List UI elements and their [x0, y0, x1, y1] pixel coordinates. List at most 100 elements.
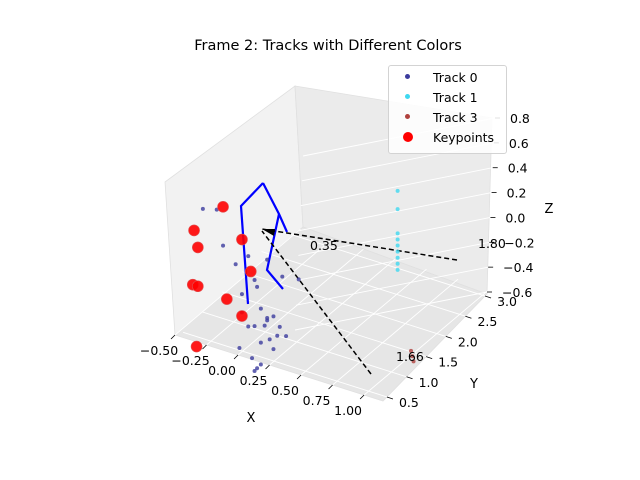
y-tick-label: 1.0	[419, 375, 439, 390]
grid-line-z	[300, 167, 493, 207]
x-tick-mark	[202, 344, 207, 350]
chart-title: Frame 2: Tracks with Different Colors	[194, 38, 462, 54]
legend-marker-keypoints	[403, 132, 413, 142]
track-point	[284, 334, 289, 339]
grid-line-x	[332, 278, 459, 386]
grid-line-x	[363, 288, 490, 396]
data-points	[186, 188, 416, 374]
legend-marker-track0	[405, 74, 410, 79]
keypoint-marker	[217, 201, 229, 213]
track-point	[410, 354, 415, 359]
keypoint-marker	[188, 224, 200, 237]
track-point	[265, 318, 270, 323]
y-tick-label: 0.5	[399, 395, 419, 410]
y-tick-mark	[426, 356, 433, 359]
annotation-track1: 1.80	[478, 236, 506, 251]
x-tick-mark	[233, 354, 239, 360]
grid-line-y	[241, 271, 446, 337]
track-point	[258, 306, 263, 311]
track-point	[221, 243, 226, 248]
track-point	[395, 188, 400, 193]
track-point	[395, 255, 400, 260]
track-point	[262, 323, 267, 328]
z-tick-label: 0.2	[507, 186, 527, 201]
track-point	[395, 267, 400, 272]
legend-item-track3: Track 3	[389, 108, 506, 128]
legend-item-track1: Track 1	[389, 88, 506, 108]
z-tick-label: 0.0	[505, 210, 525, 225]
legend-item-track0: Track 0	[389, 68, 506, 88]
keypoint-marker	[190, 340, 203, 353]
grid-line-y	[202, 311, 407, 378]
track-point	[277, 324, 282, 329]
track-point	[255, 284, 260, 289]
grid-line-z	[294, 291, 488, 331]
annotation-distance: 0.35	[310, 238, 338, 253]
z-tick-label: −0.4	[503, 260, 533, 275]
track-point	[246, 254, 251, 259]
grid-line-z	[297, 241, 490, 281]
y-tick-mark	[445, 336, 452, 339]
legend-item-keypoints: Keypoints	[389, 128, 506, 148]
keypoint-marker	[244, 265, 257, 278]
grid-line-z	[296, 266, 489, 306]
direction-arrows	[261, 228, 458, 375]
z-tick-label: 0.6	[509, 136, 529, 151]
track-point	[395, 261, 400, 266]
track-point	[258, 362, 263, 367]
annotation-track3: 1.66	[396, 349, 424, 364]
y-tick-label: 1.5	[438, 355, 458, 370]
x-tick-mark	[265, 364, 270, 370]
track-point	[237, 346, 242, 351]
track-point	[255, 366, 260, 371]
y-tick-label: 3.0	[497, 294, 517, 309]
x-tick-mark	[170, 334, 176, 340]
legend-label-track1: Track 1	[433, 90, 478, 105]
track-point	[200, 206, 205, 211]
x-tick-label: 0.75	[303, 393, 331, 408]
track-point	[296, 277, 301, 282]
x-tick-mark	[359, 394, 365, 400]
x-tick-label: 0.50	[271, 383, 299, 398]
track-point	[258, 340, 263, 345]
grid-line-z	[298, 216, 491, 256]
track-point	[267, 337, 272, 342]
x-tick-label: 0.25	[240, 373, 268, 388]
track-point	[280, 274, 285, 279]
x-tick-label: 1.00	[334, 403, 362, 418]
y-tick-mark	[406, 376, 413, 380]
z-tick-label: −0.2	[504, 235, 534, 250]
track-point	[250, 356, 255, 361]
track-point	[265, 257, 270, 262]
z-tick-label: −0.6	[502, 285, 532, 300]
keypoint-marker	[221, 293, 233, 305]
track-point	[409, 348, 414, 353]
keypoint-marker	[192, 241, 204, 254]
legend-label-track0: Track 0	[433, 70, 478, 85]
legend-label-keypoints: Keypoints	[433, 130, 495, 145]
y-tick-mark	[484, 295, 492, 299]
tick-labels: −0.50−0.250.000.250.500.751.000.51.01.52…	[140, 111, 535, 418]
track-point	[252, 324, 257, 329]
y-tick-label: 2.5	[477, 314, 497, 329]
keypoint-marker	[192, 280, 204, 293]
x-tick-mark	[328, 384, 333, 390]
grid-line-y	[182, 331, 388, 398]
grid-line-x	[300, 268, 427, 376]
grid-line-x	[174, 228, 301, 336]
y-axis-label: Y	[469, 377, 478, 392]
track-point	[252, 277, 257, 282]
grid-lines	[174, 117, 496, 398]
grid-line-z	[299, 192, 492, 232]
grid-line-x	[237, 248, 364, 356]
track-point	[271, 314, 276, 319]
legend: Track 0 Track 1 Track 3 Keypoints	[388, 65, 507, 154]
grid-line-x	[269, 258, 396, 366]
z-axis-label: Z	[545, 202, 554, 217]
y-tick-mark	[465, 315, 472, 319]
track-point	[411, 359, 416, 364]
grid-line-x	[206, 238, 333, 346]
x-tick-label: 0.00	[208, 363, 236, 378]
x-axis-label: X	[247, 411, 256, 426]
